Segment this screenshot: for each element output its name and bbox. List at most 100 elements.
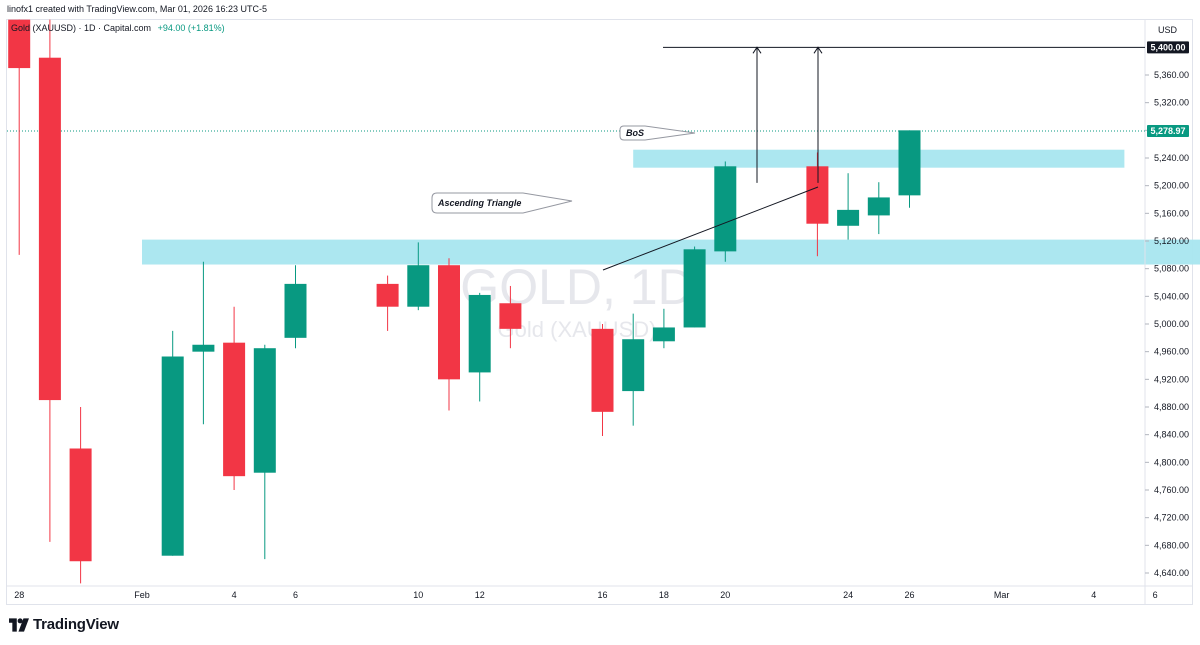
target-arrow-2-head	[813, 46, 823, 54]
time-tick-label: 28	[14, 590, 24, 600]
price-tick-label: 5,360.00	[1154, 70, 1189, 80]
price-tick-label: 5,240.00	[1154, 153, 1189, 163]
price-tick-label: 4,720.00	[1154, 513, 1189, 523]
candle	[837, 173, 860, 240]
candle-body	[806, 166, 829, 224]
candle	[683, 246, 706, 328]
candles-layer	[8, 19, 921, 584]
price-tick-label: 5,160.00	[1154, 208, 1189, 218]
candle	[714, 161, 737, 262]
candle-body	[223, 342, 246, 477]
candle-body	[161, 356, 184, 556]
grid-layer	[7, 20, 1192, 604]
time-tick-label: 26	[904, 590, 914, 600]
candle-body	[253, 348, 276, 473]
candle	[253, 344, 276, 560]
candle	[192, 261, 215, 425]
candle-body	[622, 339, 645, 392]
candle-body	[714, 166, 737, 252]
time-tick-label: 20	[720, 590, 730, 600]
chart-frame[interactable]	[6, 19, 1193, 605]
time-tick-label: 18	[659, 590, 669, 600]
ascending-triangle-label: Ascending Triangle	[437, 198, 521, 208]
target-arrow-1-head	[752, 46, 762, 54]
bos-callout	[619, 125, 696, 141]
price-tick-label: 4,680.00	[1154, 540, 1189, 550]
footer-brand-name: TradingView	[33, 616, 119, 633]
candle	[898, 130, 921, 208]
price-tick-label: 5,200.00	[1154, 181, 1189, 191]
price-tick-label: 5,000.00	[1154, 319, 1189, 329]
price-tick-label: 4,960.00	[1154, 347, 1189, 357]
candle-body	[69, 448, 92, 562]
price-tick-label: 4,800.00	[1154, 457, 1189, 467]
ascending-triangle-callout	[431, 192, 573, 214]
candle-body	[867, 197, 890, 216]
footer-brand: TradingView	[9, 616, 119, 633]
legend-symbol: Gold (XAUUSD) · 1D · Capital.com	[11, 23, 152, 33]
price-tick-label: 5,080.00	[1154, 264, 1189, 274]
price-tick-label: 4,640.00	[1154, 568, 1189, 578]
time-tick-label: 24	[843, 590, 853, 600]
candle	[468, 292, 491, 402]
legend-change: +94.00 (+1.81%)	[157, 23, 225, 33]
candle-body	[38, 57, 61, 401]
candle	[438, 258, 460, 411]
candle	[622, 313, 645, 426]
candle-body	[591, 328, 614, 412]
watermark: GOLD, 1D Gold (XAUUSD)	[460, 259, 693, 342]
candle	[376, 275, 399, 331]
time-tick-label: 4	[232, 590, 237, 600]
candle-body	[8, 19, 31, 69]
candle-body	[192, 344, 215, 352]
price-tick-label: 4,880.00	[1154, 402, 1189, 412]
time-tick-label: 16	[597, 590, 607, 600]
candle-body	[499, 303, 522, 329]
price-tick-label: 4,760.00	[1154, 485, 1189, 495]
candle	[407, 242, 430, 311]
legend[interactable]: Gold (XAUUSD) · 1D · Capital.com +94.00 …	[11, 23, 225, 33]
chart-header-text: linofx1 created with TradingView.com, Ma…	[7, 4, 267, 14]
target-price-badge	[1147, 41, 1189, 54]
price-tick-label: 4,840.00	[1154, 430, 1189, 440]
price-axis: 4,640.00 4,680.00 4,720.00 4,760.00 4,800.00…	[1145, 41, 1189, 578]
candle	[8, 19, 31, 255]
price-tick-label: 5,120.00	[1154, 236, 1189, 246]
price-axis-currency: USD	[1158, 25, 1178, 35]
zones-layer	[142, 149, 1200, 265]
time-tick-label: 4	[1091, 590, 1096, 600]
candle	[867, 182, 890, 235]
time-tick-label: Feb	[134, 590, 150, 600]
time-tick-label: 6	[293, 590, 298, 600]
time-tick-label: Mar	[994, 590, 1010, 600]
candle	[591, 324, 614, 437]
candle-body	[898, 130, 921, 196]
candle-body	[468, 294, 491, 373]
candle	[652, 308, 675, 349]
candle	[806, 152, 829, 257]
watermark-sub: Gold (XAUUSD)	[498, 317, 657, 342]
bos-label: BoS	[626, 128, 644, 138]
price-tick-label: 5,040.00	[1154, 291, 1189, 301]
candle-body	[683, 249, 706, 328]
target-price-badge-label: 5,400.00	[1150, 42, 1185, 52]
candle-body	[376, 283, 399, 307]
price-tick-label: 5,320.00	[1154, 98, 1189, 108]
time-tick-label: 6	[1153, 590, 1158, 600]
ascending-trendline	[602, 186, 819, 271]
candle-body	[652, 327, 675, 342]
candle-body	[407, 265, 430, 307]
time-tick-label: 10	[413, 590, 423, 600]
candle	[223, 306, 246, 490]
time-tick-label: 12	[475, 590, 485, 600]
current-price-badge-label: 5,278.97	[1150, 126, 1185, 136]
candle-body	[837, 209, 860, 226]
candle	[161, 330, 184, 556]
candle	[499, 285, 522, 349]
zone-rect-2	[633, 149, 1125, 168]
candle	[284, 265, 307, 349]
watermark-main: GOLD, 1D	[460, 259, 693, 315]
drawings-layer: Ascending Triangle BoS	[431, 46, 1145, 271]
current-price-badge	[1147, 125, 1189, 138]
